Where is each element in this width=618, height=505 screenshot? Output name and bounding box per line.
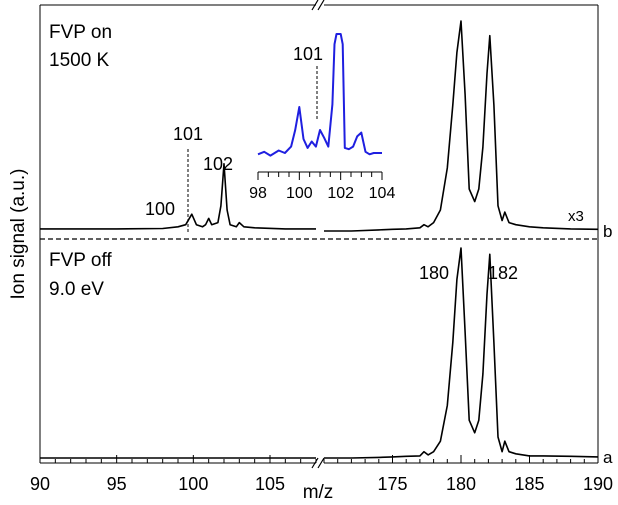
- trace-letter-a: a: [603, 448, 613, 467]
- x-tick-label: 95: [107, 474, 127, 494]
- axis-break-top: [311, 0, 325, 11]
- x-tick-label: 175: [377, 474, 407, 494]
- axis-break-bottom: [311, 457, 325, 469]
- trace-letter-b: b: [603, 222, 612, 241]
- top-trace-segment-0: [40, 163, 316, 230]
- inset-plot: 101 98 100 102 104: [249, 33, 396, 202]
- y-axis-label: Ion signal (a.u.): [8, 169, 29, 300]
- x-tick-label: 105: [255, 474, 285, 494]
- peak-label-182: 182: [488, 263, 518, 283]
- peak-label-100: 100: [145, 199, 175, 219]
- top-panel-label-line1: FVP on: [49, 22, 112, 43]
- x-tick-label: 180: [446, 474, 476, 494]
- x-tick-labels: 90 95 100 105 175 180 185 190: [30, 474, 613, 494]
- inset-tick-label: 98: [249, 185, 267, 202]
- peak-label-101: 101: [173, 124, 203, 144]
- spectra-traces: [40, 20, 599, 459]
- peak-label-180: 180: [419, 263, 449, 283]
- top-panel-label-line2: 1500 K: [49, 50, 110, 71]
- x-ticks: [39, 455, 599, 463]
- x-tick-label: 185: [514, 474, 544, 494]
- x-axis-label: m/z: [303, 482, 334, 503]
- x-tick-label: 100: [178, 474, 208, 494]
- inset-marker-label: 101: [293, 44, 323, 64]
- plot-frame: [39, 4, 599, 464]
- bottom-panel-label-line1: FVP off: [49, 250, 112, 271]
- peak-label-102: 102: [203, 154, 233, 174]
- top-trace-segment-1: [324, 20, 599, 232]
- inset-tick-label: 102: [327, 185, 354, 202]
- bottom-panel-label-line2: 9.0 eV: [49, 279, 104, 300]
- inset-tick-label: 100: [286, 185, 313, 202]
- x-tick-label: 190: [583, 474, 613, 494]
- inset-trace: [257, 33, 382, 157]
- scale-note: x3: [568, 208, 584, 225]
- inset-tick-label: 104: [369, 185, 396, 202]
- x-tick-label: 90: [30, 474, 50, 494]
- bottom-trace-segment-1: [324, 247, 599, 459]
